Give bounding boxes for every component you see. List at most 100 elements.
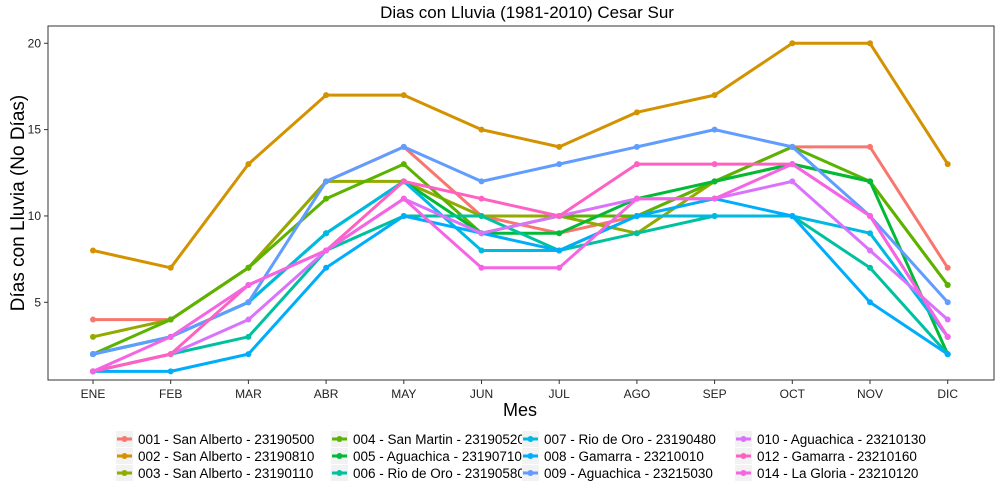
data-point	[323, 92, 330, 99]
data-point	[400, 212, 407, 219]
data-point	[944, 282, 951, 289]
legend-label: 003 - San Alberto - 23190110	[138, 466, 313, 481]
y-tick-label: 15	[28, 123, 42, 137]
data-point	[245, 282, 252, 289]
legend-label: 001 - San Alberto - 23190500	[138, 432, 314, 447]
data-point	[400, 92, 407, 99]
data-point	[90, 351, 96, 358]
data-point	[711, 92, 718, 99]
series	[90, 40, 951, 271]
chart-title: Dias con Lluvia (1981-2010) Cesar Sur	[380, 3, 674, 22]
data-point	[478, 212, 485, 219]
data-point	[323, 247, 330, 254]
data-point	[323, 264, 330, 271]
legend-label: 005 - Aguachica - 23190710	[353, 449, 522, 464]
data-point	[789, 40, 796, 47]
y-tick-label: 20	[28, 36, 42, 50]
legend-item: 004 - San Martin - 23190520	[331, 431, 525, 447]
data-point	[245, 351, 252, 358]
y-axis-title: Días con Lluvia (No Días)	[8, 95, 29, 311]
data-point	[633, 195, 640, 202]
data-point	[400, 161, 407, 168]
legend-item: 014 - La Gloria - 23210120	[735, 465, 918, 481]
series	[90, 161, 951, 358]
data-point	[323, 230, 330, 237]
data-point	[90, 333, 96, 340]
x-axis-title: Mes	[503, 400, 537, 420]
data-point	[478, 230, 485, 237]
data-point	[711, 161, 718, 168]
data-point	[944, 264, 951, 271]
legend-key-point	[121, 470, 128, 476]
x-tick-label: DIC	[937, 387, 958, 401]
x-tick-label: JUL	[549, 387, 571, 401]
legend-item: 009 - Aguachica - 23215030	[522, 465, 713, 481]
data-point	[478, 126, 485, 133]
legend-label: 007 - Rio de Oro - 23190480	[544, 432, 716, 447]
data-point	[867, 299, 873, 306]
data-point	[944, 333, 951, 340]
data-point	[944, 316, 951, 323]
series-line	[91, 197, 950, 373]
data-point	[556, 230, 563, 237]
x-tick-label: ABR	[314, 387, 339, 401]
legend-item: 007 - Rio de Oro - 23190480	[522, 431, 716, 447]
legend-key-point	[336, 436, 343, 442]
legend-key-point	[336, 470, 343, 476]
legend-item: 006 - Rio de Oro - 23190580	[331, 465, 525, 481]
series-line	[91, 214, 950, 373]
series-line	[91, 41, 950, 270]
series-line	[91, 162, 950, 356]
data-point	[944, 351, 951, 358]
legend-item: 008 - Gamarra - 23210010	[522, 448, 704, 464]
x-tick-label: SEP	[703, 387, 727, 401]
series-line	[91, 162, 950, 373]
data-point	[633, 230, 640, 237]
y-axis: 5 10 15 20	[28, 36, 48, 309]
data-point	[245, 161, 252, 168]
legend-key-point	[121, 453, 128, 459]
series	[90, 212, 951, 375]
data-point	[167, 316, 174, 323]
x-tick-label: MAR	[235, 387, 262, 401]
data-point	[711, 126, 718, 133]
data-point	[867, 178, 873, 185]
y-tick-label: 5	[34, 295, 41, 309]
legend-label: 014 - La Gloria - 23210120	[757, 466, 918, 481]
data-point	[400, 178, 407, 185]
data-point	[711, 212, 718, 219]
data-point	[867, 264, 873, 271]
data-point	[789, 143, 796, 150]
legend-label: 009 - Aguachica - 23215030	[544, 466, 713, 481]
x-tick-label: MAY	[391, 387, 416, 401]
data-point	[245, 316, 252, 323]
data-point	[167, 333, 174, 340]
data-point	[633, 109, 640, 116]
data-point	[478, 247, 485, 254]
legend-key-point	[121, 436, 128, 442]
data-point	[478, 195, 485, 202]
x-tick-label: ENE	[81, 387, 106, 401]
legend-key-point	[527, 470, 534, 476]
data-point	[245, 299, 252, 306]
data-point	[556, 264, 563, 271]
y-tick-label: 10	[28, 209, 42, 223]
x-axis: ENE FEB MAR ABR MAY JUN JUL AGO SEP OCT NOV DIC	[81, 380, 958, 401]
legend-key-point	[740, 470, 747, 476]
data-point	[167, 368, 174, 375]
data-point	[789, 178, 796, 185]
x-tick-label: OCT	[780, 387, 806, 401]
data-point	[400, 143, 407, 150]
data-point	[556, 161, 563, 168]
legend-item: 001 - San Alberto - 23190500	[116, 431, 314, 447]
legend-label: 004 - San Martin - 23190520	[353, 432, 525, 447]
legend: 001 - San Alberto - 23190500 002 - San Al…	[116, 431, 926, 481]
data-point	[556, 212, 563, 219]
data-point	[556, 247, 563, 254]
data-point	[90, 247, 96, 254]
data-point	[789, 161, 796, 168]
legend-item: 005 - Aguachica - 23190710	[331, 448, 522, 464]
data-point	[711, 178, 718, 185]
legend-key-point	[527, 453, 534, 459]
data-point	[245, 333, 252, 340]
